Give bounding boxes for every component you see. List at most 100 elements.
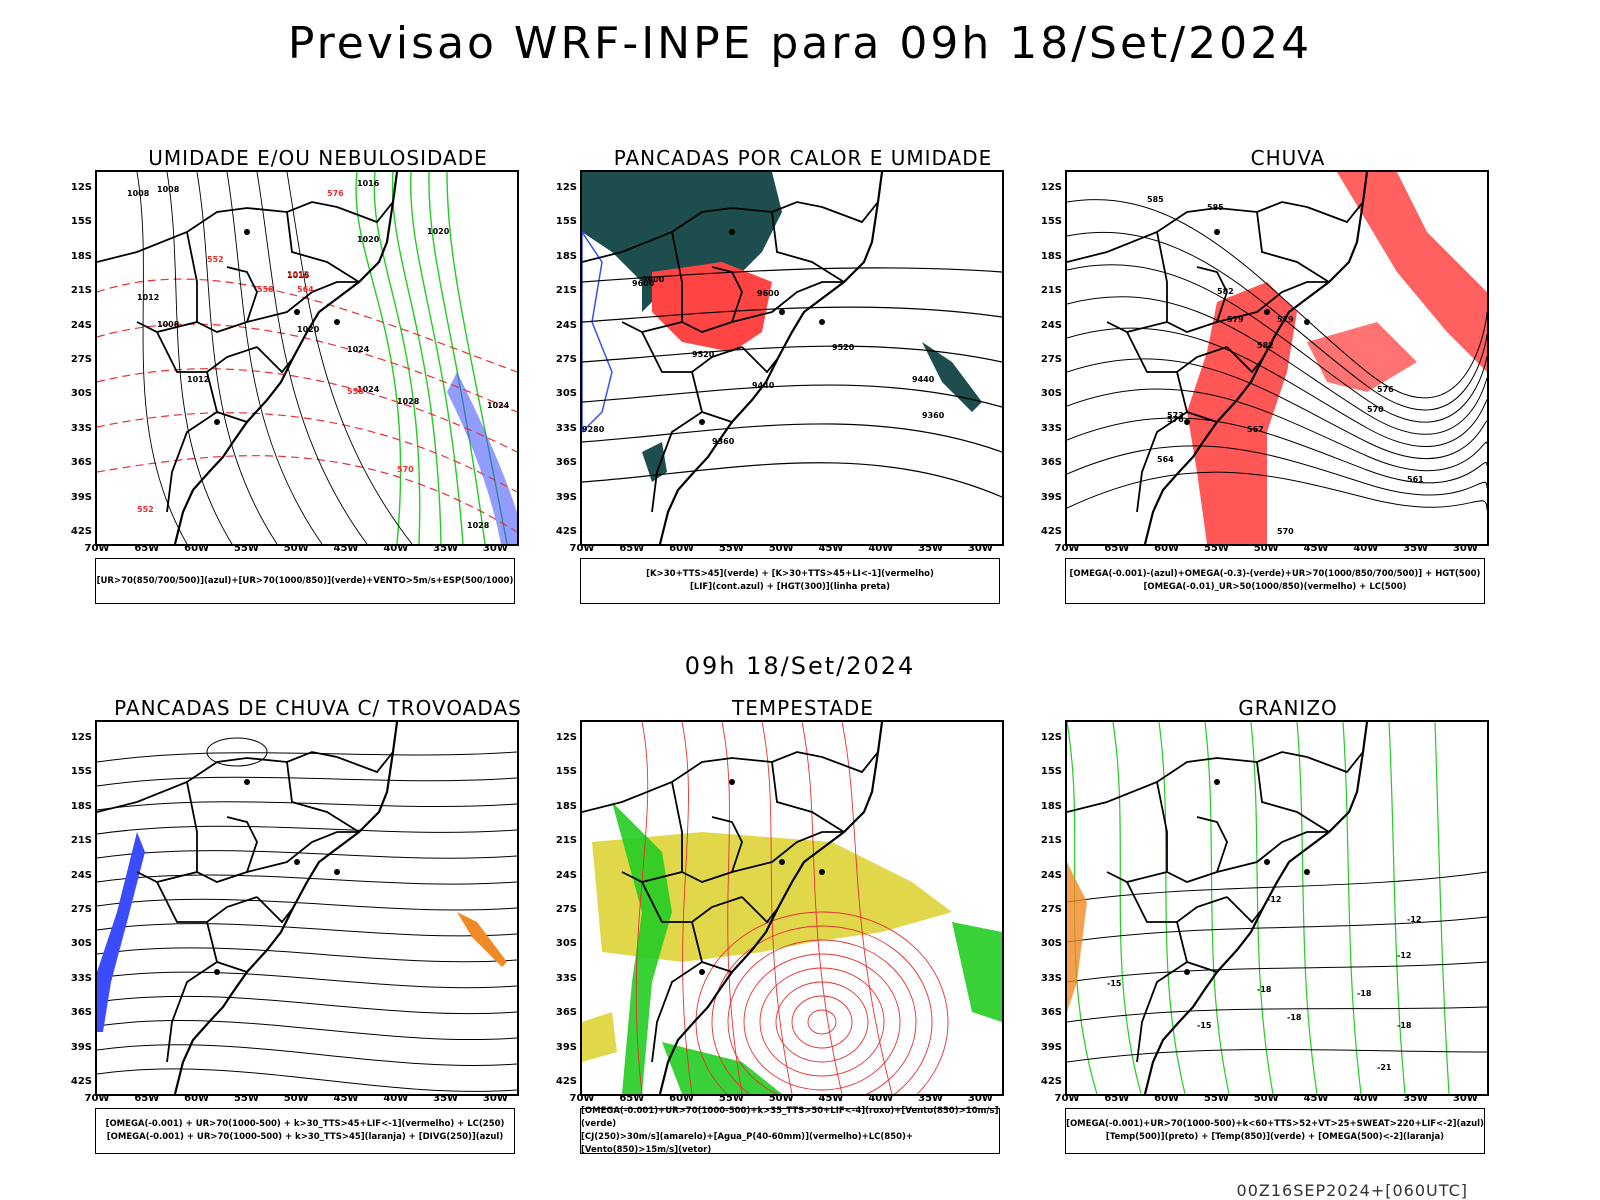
contour-label: 564: [1157, 455, 1174, 464]
temp850-contour: [1204, 722, 1230, 1094]
lake-marker: [1304, 869, 1310, 875]
lat-tick-label: 30S: [1040, 938, 1062, 950]
lake-marker: [334, 869, 340, 875]
lake-marker: [294, 309, 300, 315]
lat-tick-label: 18S: [555, 800, 577, 812]
lake-marker: [1304, 319, 1310, 325]
contour-label: 1020: [297, 325, 320, 334]
lat-tick-label: 33S: [555, 972, 577, 984]
contour-label: 1008: [157, 185, 180, 194]
lat-tick-label: 36S: [1040, 457, 1062, 469]
hgt500-streamline: [1067, 471, 1487, 511]
lat-tick-label: 21S: [555, 285, 577, 297]
contour-label: 585: [1147, 195, 1164, 204]
legend-line: [LIF](cont.azul) + [HGT(300)](linha pret…: [689, 582, 891, 592]
lon-tick-label: 45W: [1303, 543, 1329, 554]
humidity-blue-band: [447, 372, 517, 544]
lat-tick-label: 21S: [70, 285, 92, 297]
contour-label: 9600: [757, 289, 780, 298]
contour-label: -18: [1397, 1021, 1412, 1030]
lat-tick-label: 12S: [555, 182, 577, 193]
political-border: [286, 761, 360, 833]
lon-tick-label: 50W: [283, 543, 309, 554]
lat-tick-label: 27S: [1040, 904, 1062, 915]
lon-tick-label: 50W: [768, 543, 794, 554]
pressure-isobar: [166, 172, 233, 544]
lat-tick-label: 18S: [1040, 250, 1062, 262]
lat-tick-label: 36S: [70, 1007, 92, 1019]
lon-tick-label: 50W: [768, 1093, 794, 1104]
humidity-contour: [410, 172, 464, 544]
lat-tick-label: 24S: [555, 319, 577, 331]
lat-tick-label: 42S: [70, 526, 92, 537]
lat-tick-label: 21S: [1040, 835, 1062, 847]
political-border: [651, 411, 703, 513]
temp500-contour: [1067, 871, 1487, 903]
political-border: [166, 411, 218, 513]
contour-label: -15: [1107, 979, 1122, 988]
contour-label: 1016: [357, 179, 380, 188]
contour-label: -21: [1377, 1063, 1392, 1072]
political-border: [286, 211, 360, 283]
lat-tick-label: 12S: [70, 182, 92, 193]
temp850-contour: [1296, 722, 1318, 1094]
lon-tick-label: 40W: [868, 543, 894, 554]
temp850-contour: [1158, 722, 1186, 1094]
lc850-contour: [695, 911, 949, 1094]
political-border: [136, 871, 198, 883]
contour-label: -18: [1257, 985, 1272, 994]
hgt500-streamline: [1067, 264, 1487, 423]
political-border: [246, 831, 359, 873]
political-border: [1216, 281, 1329, 323]
coastline: [1143, 722, 1369, 1094]
political-border: [1256, 761, 1330, 833]
wind250-streamline: [97, 1020, 517, 1041]
wind250-streamline: [97, 1068, 517, 1092]
lon-tick-label: 50W: [1253, 543, 1279, 554]
lat-tick-label: 42S: [70, 1076, 92, 1087]
hgt300-contour: [582, 462, 1002, 498]
lat-tick-label: 30S: [1040, 388, 1062, 400]
main-title: Previsao WRF-INPE para 09h 18/Set/2024: [287, 18, 1313, 69]
political-border: [1306, 201, 1364, 224]
political-border: [771, 211, 845, 283]
lat-tick-label: 24S: [1040, 869, 1062, 881]
lat-tick-label: 18S: [70, 800, 92, 812]
lat-tick-label: 33S: [1040, 422, 1062, 434]
political-border: [771, 761, 845, 833]
contour-label: 570: [397, 465, 414, 474]
contour-label: 558: [347, 387, 364, 396]
lon-tick-label: 60W: [184, 543, 210, 554]
political-border: [336, 201, 394, 224]
wind250-streamline: [97, 923, 517, 937]
map-svg: [582, 722, 1002, 1094]
lon-tick-label: 70W: [569, 1093, 595, 1104]
political-border: [671, 781, 743, 883]
political-border: [156, 331, 258, 373]
wind250-streamline: [97, 898, 517, 911]
panel-pancadas-trovoadas: PANCADAS DE CHUVA C/ TROVOADAS 12S 15S 18S 2…: [58, 696, 538, 1196]
lon-tick-label: 65W: [134, 543, 160, 554]
lon-tick-label: 70W: [84, 543, 110, 554]
lat-tick-label: 30S: [70, 388, 92, 400]
lon-tick-label: 50W: [283, 1093, 309, 1104]
contour-label: 585: [1207, 203, 1224, 212]
lat-tick-label: 12S: [1040, 182, 1062, 193]
wind250-streamline: [97, 850, 517, 859]
lake-marker: [1184, 419, 1190, 425]
legend-line: [OMEGA(-0.001)+UR>70(1000-500)+k<60+TTS>…: [1066, 1119, 1484, 1129]
lake-marker: [1214, 229, 1220, 235]
wind250-streamline: [97, 776, 517, 787]
map-area: 585 585 582 582 579 579 576 576 573 570 567 564 561 5…: [1065, 170, 1489, 546]
lon-tick-label: 60W: [669, 1093, 695, 1104]
contour-label: 9440: [912, 375, 935, 384]
lon-tick-label: 45W: [818, 543, 844, 554]
contour-label: 552: [207, 255, 224, 264]
legend-box: [OMEGA(-0.001)-(azul)+OMEGA(-0.3)-(verde…: [1065, 558, 1485, 604]
contour-label: 1016: [287, 271, 310, 280]
thickness-contour: [97, 455, 517, 533]
contour-label: 1012: [287, 270, 309, 279]
hgt300-contour: [582, 423, 1002, 453]
wind250-streamline: [97, 995, 517, 1015]
lon-tick-label: 60W: [1154, 1093, 1180, 1104]
